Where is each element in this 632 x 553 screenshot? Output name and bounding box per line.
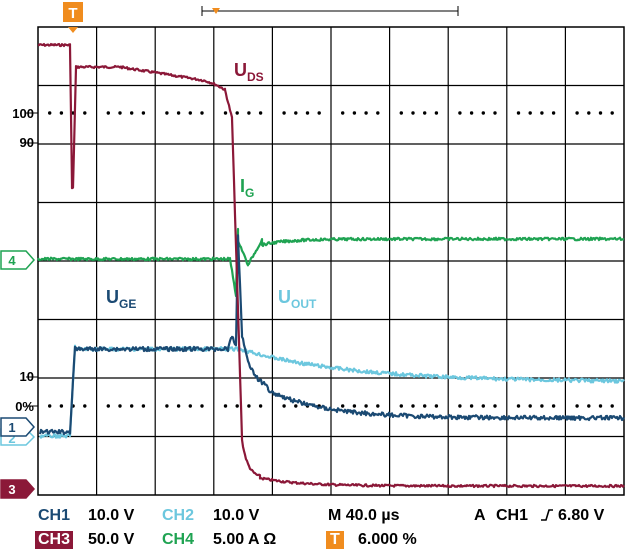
ch3-ground-marker[interactable]: 3 (0, 479, 36, 499)
graticule-grid (38, 27, 624, 495)
uout-trace (39, 344, 625, 439)
trigger-slope-icon (540, 507, 554, 525)
uout-label: UOUT (278, 287, 317, 311)
ch2-scale: 10.0 V (213, 507, 260, 524)
horizontal-position-bar (201, 6, 459, 16)
ig-trace (37, 227, 625, 298)
trigger-badge: T (326, 531, 344, 549)
scale-label-100: 100 (12, 106, 34, 121)
uge-label: UGE (106, 287, 136, 311)
trigger-source[interactable]: CH1 (496, 507, 529, 524)
ig-label: IG (240, 176, 254, 200)
ch2-name[interactable]: CH2 (162, 507, 195, 524)
ch4-name[interactable]: CH4 (162, 531, 195, 548)
uds-label: UDS (234, 60, 264, 84)
svg-text:3: 3 (8, 482, 15, 497)
scale-label-0: 0% (15, 399, 34, 414)
ch3-scale: 50.0 V (88, 531, 135, 548)
trigger-position[interactable]: 6.000 % (358, 531, 417, 548)
svg-text:1: 1 (8, 420, 15, 435)
timebase[interactable]: M 40.0 µs (328, 507, 400, 524)
ch1-ground-marker[interactable]: 1 (0, 417, 36, 437)
status-row-2: CH3 50.0 V CH4 5.00 A Ω T 6.000 % (0, 529, 632, 553)
uds-trace (37, 42, 625, 489)
status-row-1: CH1 10.0 V CH2 10.0 V M 40.0 µs A CH1 6.… (0, 505, 632, 529)
ch4-scale: 5.00 A Ω (213, 531, 277, 548)
uge-trace (38, 234, 625, 436)
trigger-mode: A (474, 507, 486, 524)
ch1-name[interactable]: CH1 (38, 507, 71, 524)
svg-text:2: 2 (8, 431, 15, 446)
ch4-ground-marker[interactable]: 4 (0, 250, 36, 270)
trigger-level[interactable]: 6.80 V (558, 507, 605, 524)
ch3-name[interactable]: CH3 (35, 531, 74, 549)
trigger-marker: T (63, 2, 83, 33)
ch1-scale: 10.0 V (88, 507, 135, 524)
trigger-marker-label: T (68, 5, 77, 22)
svg-text:4: 4 (8, 253, 16, 268)
trigger-position-icon (212, 8, 220, 14)
reference-dot-lines (48, 111, 614, 408)
